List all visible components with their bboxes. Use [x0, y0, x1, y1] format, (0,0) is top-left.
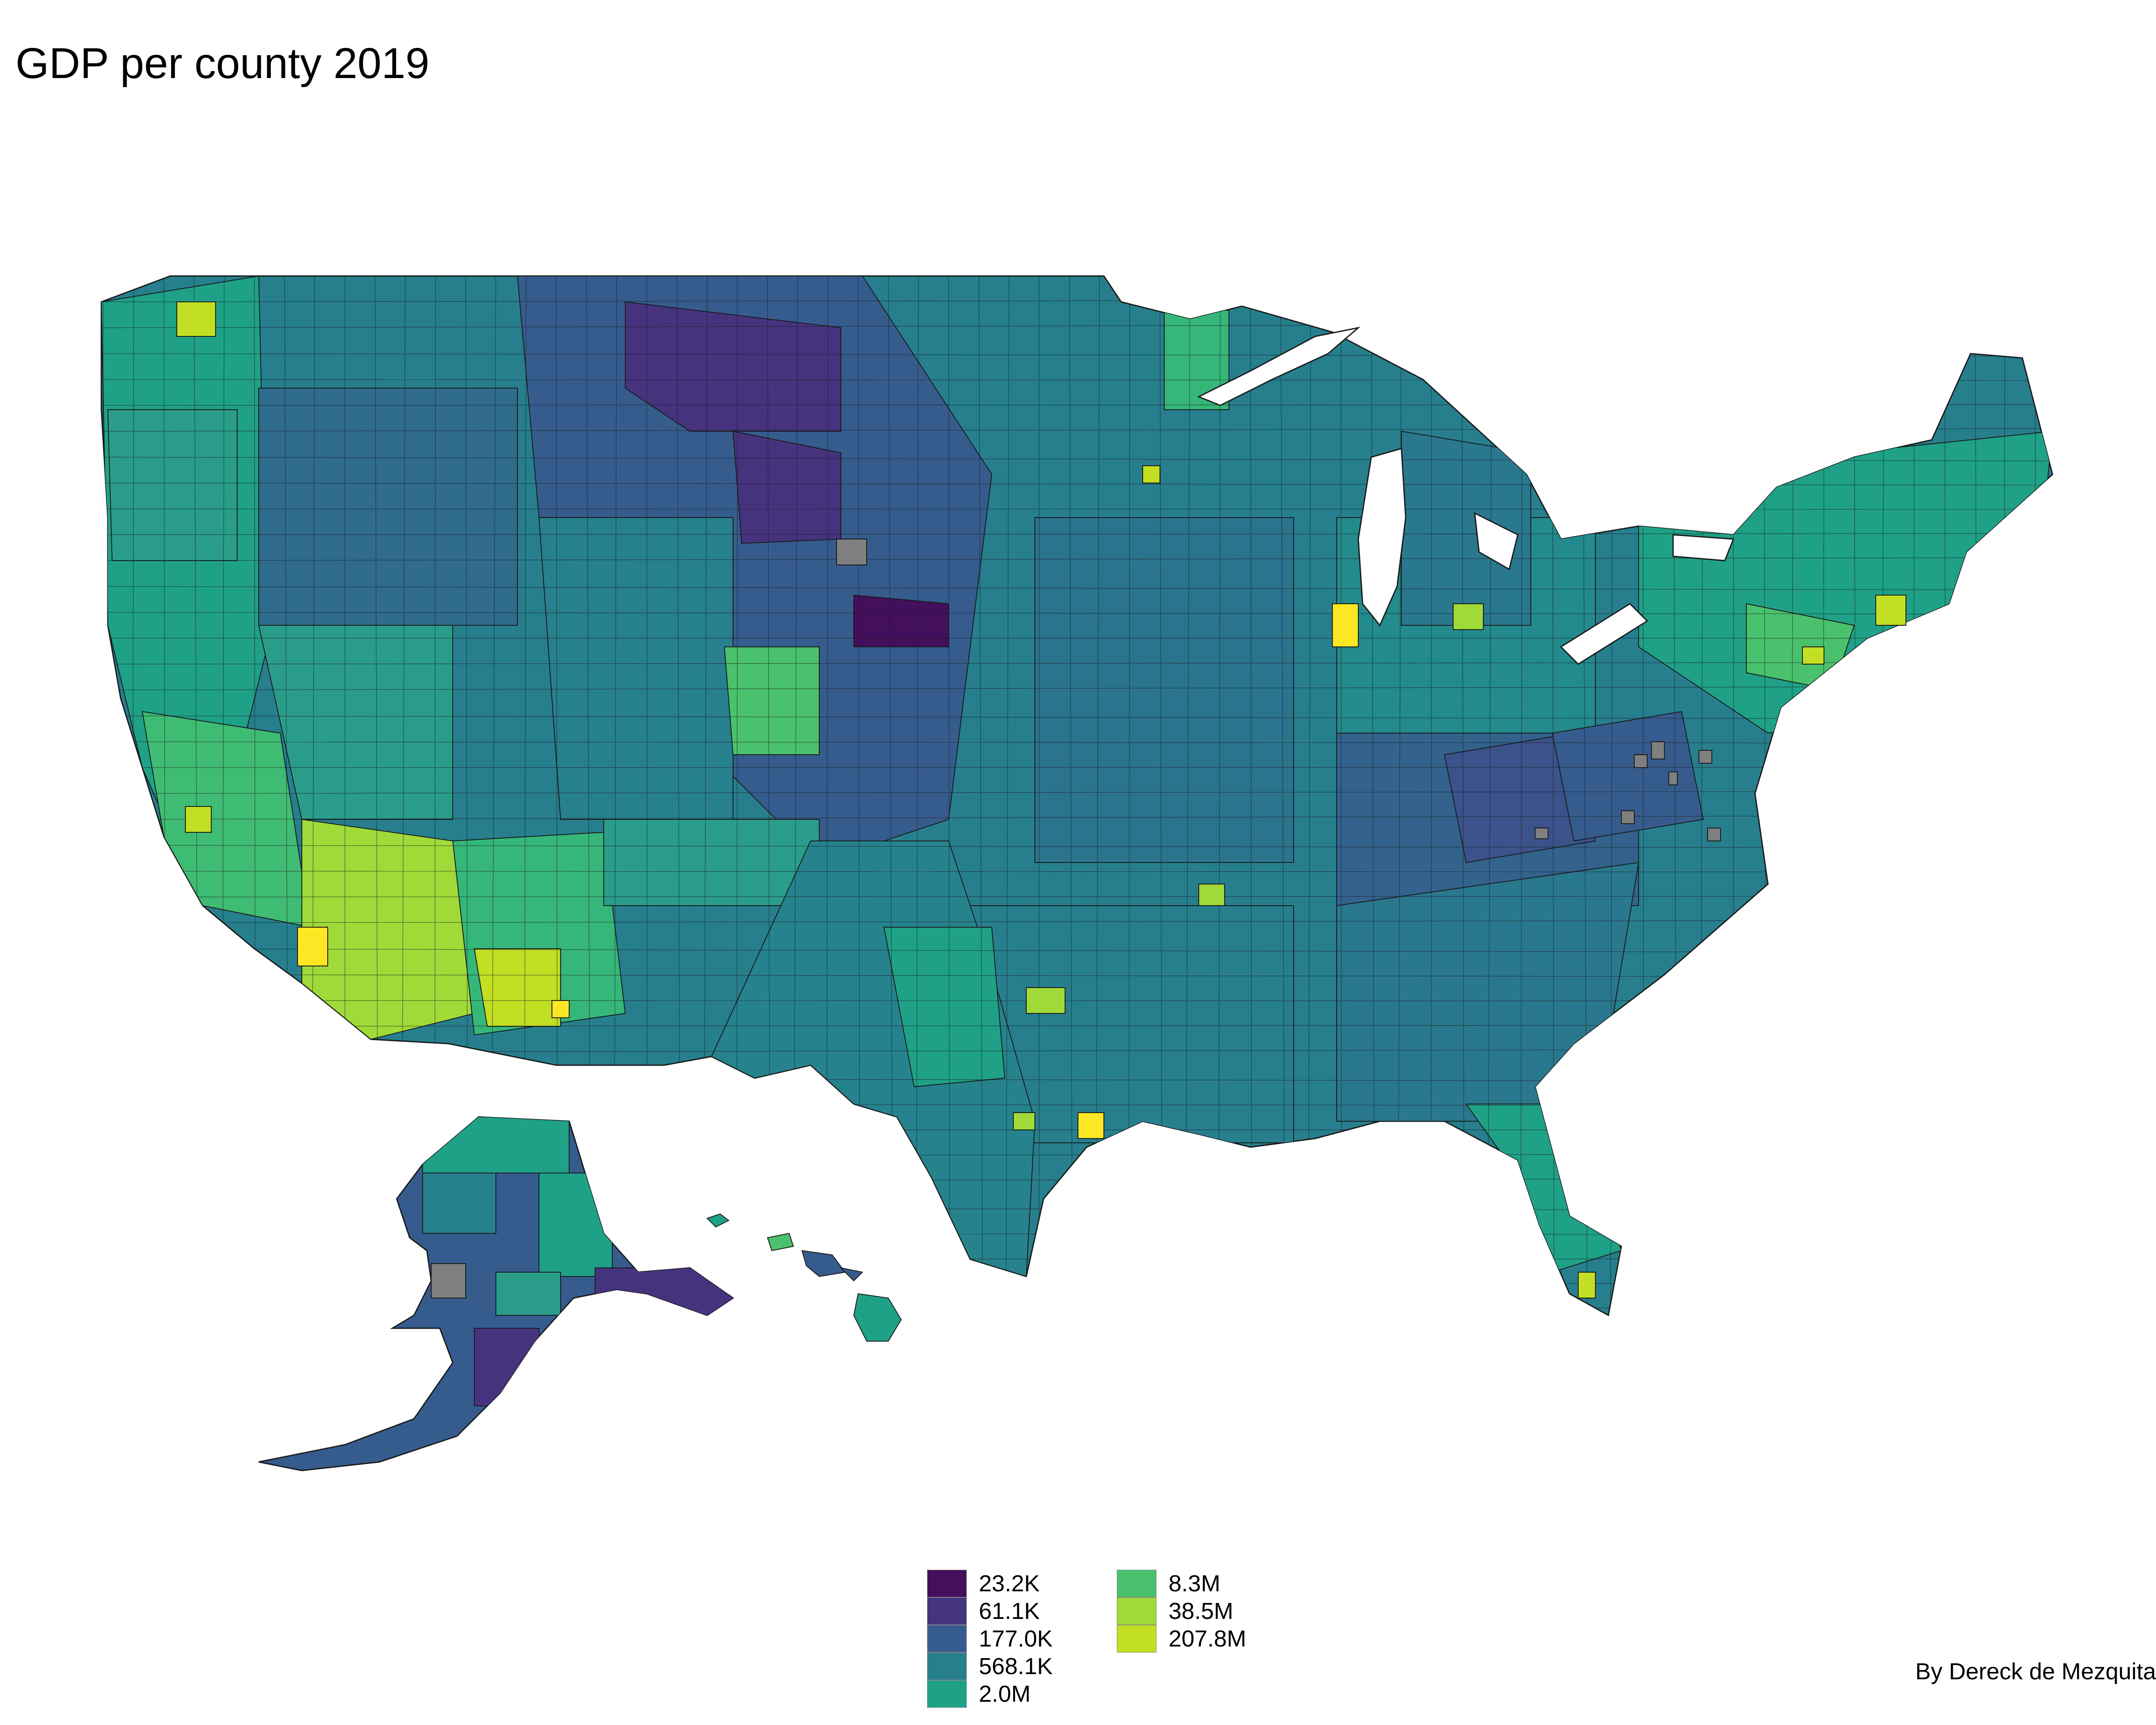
alaska-counties	[258, 1116, 734, 1471]
legend-entry: 2.0M	[927, 1680, 1117, 1708]
legend-entry: 8.3M	[1117, 1570, 1307, 1597]
highlight-counties	[176, 301, 1906, 1298]
legend-swatch	[1117, 1597, 1156, 1625]
legend-swatch	[927, 1680, 967, 1708]
contiguous-us-counties	[100, 275, 2053, 1317]
legend-swatch	[1117, 1570, 1156, 1597]
legend-entry: 177.0K	[927, 1625, 1117, 1653]
legend-swatch	[927, 1625, 967, 1653]
page-title: GDP per county 2019	[16, 39, 429, 88]
author-caption: By Dereck de Mezquita	[1915, 1659, 2156, 1684]
legend-label: 207.8M	[1169, 1626, 1247, 1652]
legend-entry: 61.1K	[927, 1597, 1117, 1625]
legend-label: 2.0M	[979, 1681, 1031, 1707]
legend-entry: 23.2K	[927, 1570, 1117, 1597]
legend-entry: 207.8M	[1117, 1625, 1307, 1653]
legend-swatch	[927, 1597, 967, 1625]
map-legend: 23.2K 61.1K 177.0K 568.1K 2.0M 8.3M 38.5M 207.8…	[927, 1570, 1307, 1708]
legend-swatch	[927, 1653, 967, 1680]
legend-swatch	[1117, 1625, 1156, 1653]
hawaii-counties	[706, 1213, 902, 1342]
legend-label: 8.3M	[1169, 1571, 1221, 1596]
legend-label: 23.2K	[979, 1571, 1040, 1596]
legend-label: 38.5M	[1169, 1598, 1234, 1624]
legend-entry: 38.5M	[1117, 1597, 1307, 1625]
legend-label: 61.1K	[979, 1598, 1040, 1624]
legend-label: 568.1K	[979, 1653, 1053, 1679]
great-lakes	[1197, 326, 1735, 665]
legend-swatch	[927, 1570, 967, 1597]
legend-entry: 568.1K	[927, 1653, 1117, 1680]
legend-label: 177.0K	[979, 1626, 1053, 1652]
